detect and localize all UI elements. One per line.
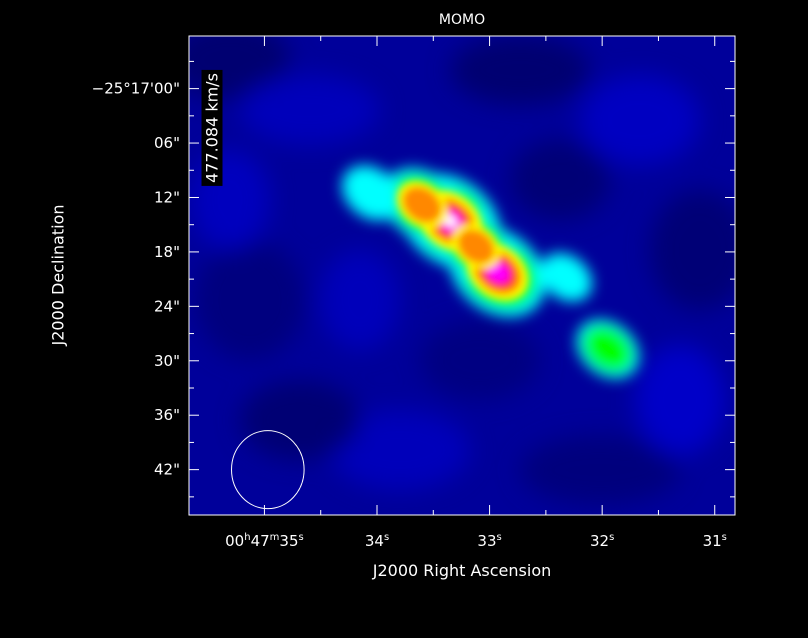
- source-knot-east: [342, 165, 401, 221]
- noise-blob: [240, 75, 380, 145]
- x-tick-label: 31s: [703, 532, 727, 550]
- y-tick-label: 12": [154, 188, 180, 206]
- y-tick-label: −25°17'00": [92, 80, 180, 98]
- noise-blob: [510, 140, 610, 220]
- x-tick-label: 32s: [590, 532, 614, 550]
- emission-layer: [342, 165, 640, 379]
- noise-blob: [420, 320, 540, 400]
- y-tick-label: 36": [154, 406, 180, 424]
- noise-blob: [635, 345, 725, 455]
- image-area: [189, 36, 735, 515]
- y-tick-label: 24": [154, 297, 180, 315]
- x-axis-label: J2000 Right Ascension: [372, 561, 552, 580]
- noise-blob: [330, 410, 470, 490]
- x-tick-label: 00h47m35s: [225, 532, 304, 550]
- chart-title: MOMO: [438, 12, 486, 28]
- x-tick-label: 34s: [365, 532, 389, 550]
- source-core-1: [444, 215, 457, 227]
- plot-frame: [188, 35, 736, 516]
- velocity-annotation: 477.084 km/s: [201, 70, 223, 186]
- source-knot-south: [582, 325, 633, 373]
- noise-blob: [240, 380, 360, 460]
- noise-blob: [650, 190, 735, 310]
- y-tick-label: 30": [154, 352, 180, 370]
- source-knot-mid: [540, 253, 592, 302]
- y-tick-label: 42": [154, 461, 180, 479]
- noise-layer: [189, 36, 735, 505]
- y-tick-labels: −25°17'00" 06" 12" 18" 24" 30" 36" 42": [92, 80, 180, 479]
- tick-marks: [189, 36, 735, 515]
- noise-blob: [450, 36, 590, 105]
- y-axis-label: J2000 Declination: [48, 204, 68, 346]
- emission-core: [396, 180, 529, 301]
- noise-blob: [520, 435, 680, 505]
- source-ridge-1: [402, 186, 442, 224]
- noise-blob: [580, 75, 700, 165]
- noise-blob: [195, 240, 305, 360]
- y-tick-label: 06": [154, 134, 180, 152]
- y-tick-label: 18": [154, 243, 180, 261]
- noise-blob: [320, 250, 400, 350]
- source-ridge-2: [457, 229, 495, 264]
- x-tick-labels: 00h47m35s 34s 33s 32s 31s: [225, 532, 727, 550]
- x-tick-label: 33s: [477, 532, 501, 550]
- beam-ellipse: [231, 430, 305, 510]
